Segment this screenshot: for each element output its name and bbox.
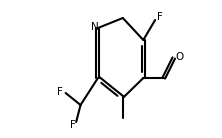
Text: F: F (157, 12, 163, 22)
Text: N: N (91, 22, 98, 32)
Text: O: O (175, 52, 183, 62)
Text: F: F (57, 87, 63, 97)
Text: F: F (71, 120, 76, 130)
